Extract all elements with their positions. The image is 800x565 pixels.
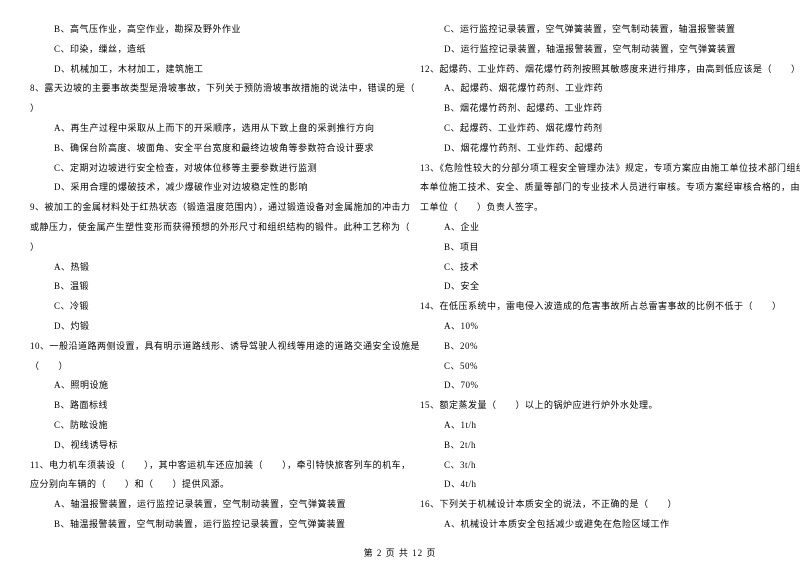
text-line: D、70%: [420, 376, 770, 396]
text-line: C、冷锻: [30, 297, 380, 317]
text-line: B、20%: [420, 337, 770, 357]
text-line: 10、一般沿道路两侧设置，具有明示道路线形、诱导驾驶人视线等用途的道路交通安全设…: [30, 337, 380, 357]
text-line: C、起爆药、工业炸药、烟花爆竹药剂: [420, 119, 770, 139]
text-line: B、温锻: [30, 277, 380, 297]
text-line: C、3t/h: [420, 456, 770, 476]
text-line: C、50%: [420, 357, 770, 377]
text-line: 本单位施工技术、安全、质量等部门的专业技术人员进行审核。专项方案经审核合格的，由…: [420, 178, 770, 198]
text-line: B、轴温报警装置，空气制动装置，运行监控记录装置，空气弹簧装置: [30, 515, 380, 535]
text-line: ）: [30, 238, 380, 258]
text-line: A、热锻: [30, 258, 380, 278]
text-line: D、运行监控记录装置，轴温报警装置，空气制动装置，空气弹簧装置: [420, 40, 770, 60]
text-line: A、企业: [420, 218, 770, 238]
text-line: B、确保台阶高度、坡面角、安全平台宽度和最终边坡角等参数符合设计要求: [30, 139, 380, 159]
page-container: B、高气压作业，高空作业，勘探及野外作业C、印染，缫丝，造纸D、机械加工，木材加…: [0, 0, 800, 535]
text-line: ）: [30, 99, 380, 119]
text-line: （ ）: [30, 357, 380, 377]
text-line: 16、下列关于机械设计本质安全的说法，不正确的是（ ）: [420, 495, 770, 515]
text-line: B、高气压作业，高空作业，勘探及野外作业: [30, 20, 380, 40]
text-line: 或静压力，使金属产生塑性变形而获得预想的外形尺寸和组织结构的锻件。此种工艺称为（: [30, 218, 380, 238]
text-line: A、机械设计本质安全包括减少或避免在危险区域工作: [420, 515, 770, 535]
text-line: B、2t/h: [420, 436, 770, 456]
text-line: 15、额定蒸发量（ ）以上的锅炉应进行炉外水处理。: [420, 396, 770, 416]
text-line: 13、《危险性较大的分部分项工程安全管理办法》规定，专项方案应由施工单位技术部门…: [420, 159, 770, 179]
text-line: D、机械加工，木材加工，建筑施工: [30, 60, 380, 80]
text-line: A、起爆药、烟花爆竹药剂、工业炸药: [420, 79, 770, 99]
left-column: B、高气压作业，高空作业，勘探及野外作业C、印染，缫丝，造纸D、机械加工，木材加…: [30, 20, 380, 535]
text-line: D、采用合理的爆破技术，减少爆破作业对边坡稳定性的影响: [30, 178, 380, 198]
text-line: B、项目: [420, 238, 770, 258]
right-column: C、运行监控记录装置，空气弹簧装置，空气制动装置，轴温报警装置D、运行监控记录装…: [420, 20, 770, 535]
text-line: D、烟花爆竹药剂、工业炸药、起爆药: [420, 139, 770, 159]
text-line: 11、电力机车须装设（ ），其中客运机车还应加装（ ），牵引特快旅客列车的机车，: [30, 456, 380, 476]
text-line: 8、露天边坡的主要事故类型是滑坡事故，下列关于预防滑坡事故措施的说法中，错误的是…: [30, 79, 380, 99]
text-line: D、安全: [420, 277, 770, 297]
text-line: A、照明设施: [30, 376, 380, 396]
text-line: C、运行监控记录装置，空气弹簧装置，空气制动装置，轴温报警装置: [420, 20, 770, 40]
text-line: A、1t/h: [420, 416, 770, 436]
text-line: A、轴温报警装置，运行监控记录装置，空气制动装置，空气弹簧装置: [30, 495, 380, 515]
text-line: 应分别向车辆的（ ）和（ ）提供风源。: [30, 475, 380, 495]
text-line: 14、在低压系统中，雷电侵入波造成的危害事故所占总雷害事故的比例不低于（ ）: [420, 297, 770, 317]
text-line: A、再生产过程中采取从上而下的开采顺序，选用从下致上盘的采剥推行方向: [30, 119, 380, 139]
text-line: C、技术: [420, 258, 770, 278]
page-footer: 第 2 页 共 12 页: [0, 546, 800, 559]
text-line: D、4t/h: [420, 475, 770, 495]
text-line: 9、被加工的金属材料处于红热状态（锻造温度范围内），通过锻造设备对金属施加的冲击…: [30, 198, 380, 218]
text-line: C、定期对边坡进行安全检查，对坡体位移等主要参数进行监测: [30, 159, 380, 179]
text-line: D、视线诱导标: [30, 436, 380, 456]
text-line: B、烟花爆竹药剂、起爆药、工业炸药: [420, 99, 770, 119]
text-line: 12、起爆药、工业炸药、烟花爆竹药剂按照其敏感度来进行排序，由高到低应该是（ ）: [420, 60, 770, 80]
text-line: D、灼锻: [30, 317, 380, 337]
text-line: 工单位（ ）负责人签字。: [420, 198, 770, 218]
text-line: C、印染，缫丝，造纸: [30, 40, 380, 60]
text-line: A、10%: [420, 317, 770, 337]
text-line: B、路面标线: [30, 396, 380, 416]
text-line: C、防眩设施: [30, 416, 380, 436]
